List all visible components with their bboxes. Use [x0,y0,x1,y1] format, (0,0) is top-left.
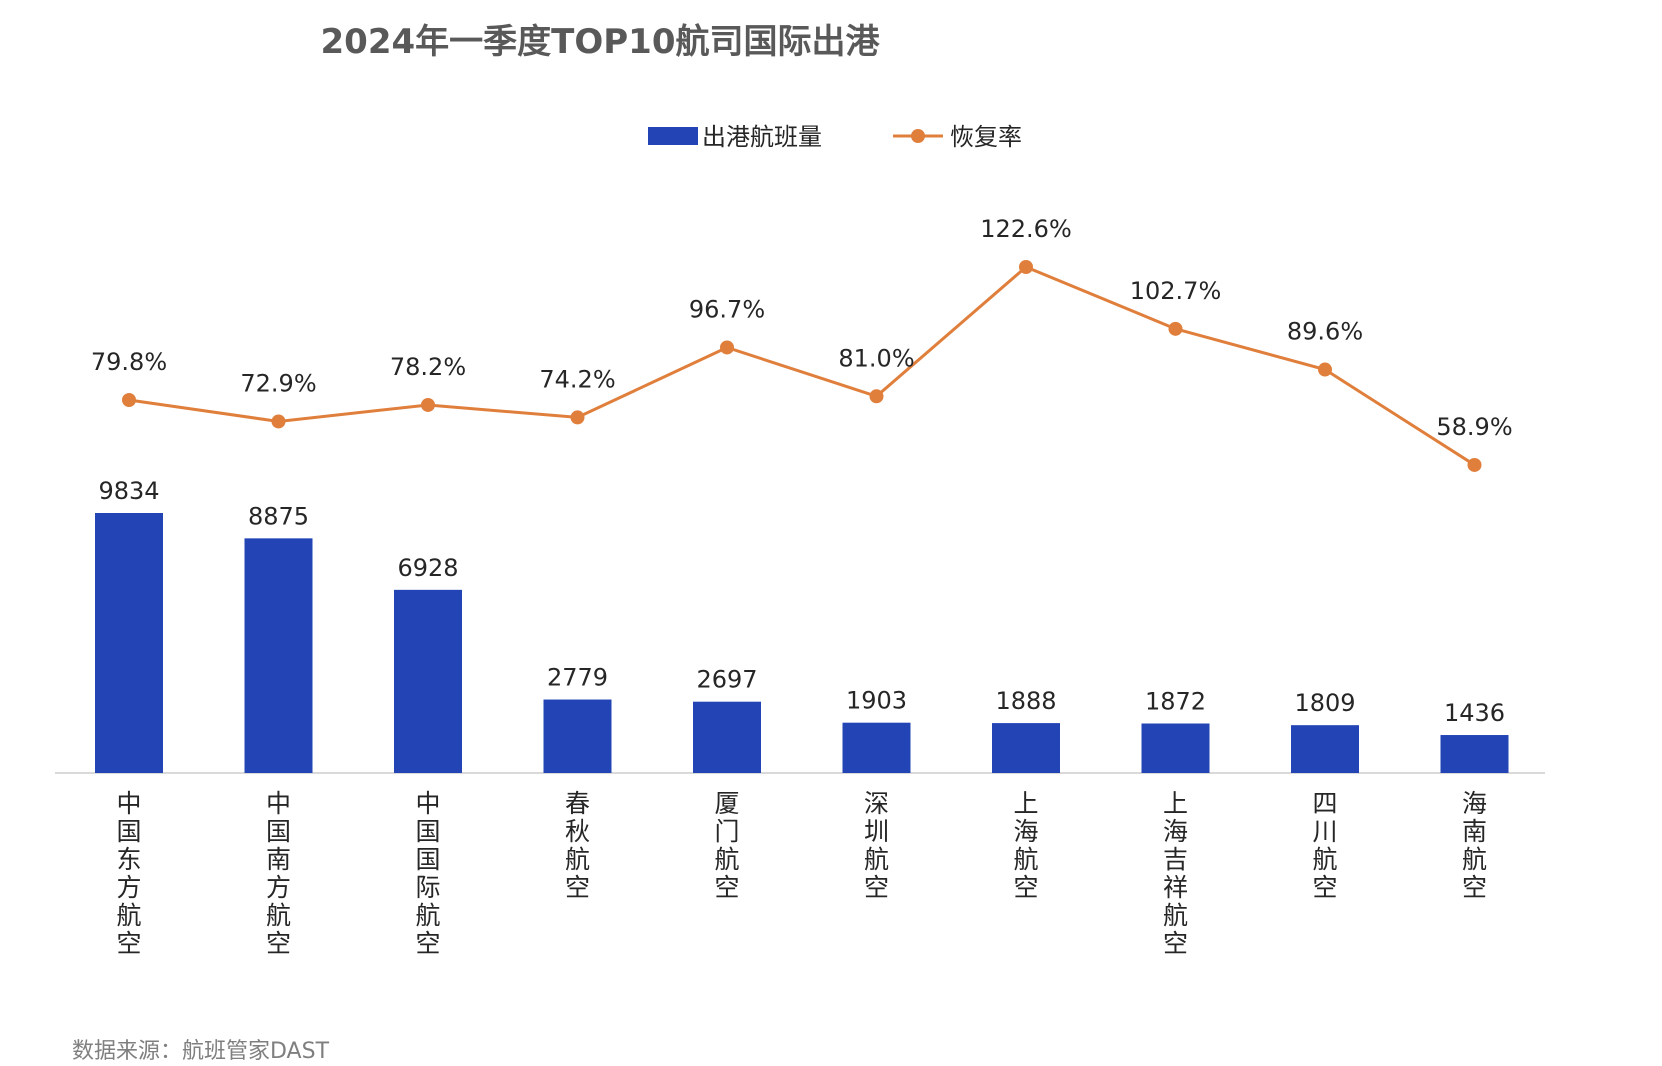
line-point [271,414,286,429]
bar [543,699,612,773]
line-point [720,340,734,355]
bar-value-label: 2779 [547,664,608,692]
bar [244,538,313,773]
source-note: 数据来源：航班管家DAST [72,1039,330,1064]
legend-swatch-marker [911,129,925,143]
bar-value-label: 9834 [98,477,159,505]
bar-value-label: 2697 [696,666,757,694]
x-tick-label: 厦门航空 [714,789,739,902]
line-value-label: 96.7% [689,295,765,323]
plot-area: 9834 8875 6928 2779 2697 1903 1888 1872 1809 1436… [55,215,1545,958]
line-point [869,389,884,404]
x-tick-label: 春秋航空 [565,789,590,902]
line-point [1019,260,1033,274]
x-tick-label: 中国南方航空 [266,789,291,958]
x-tick-label: 中国国际航空 [415,789,440,958]
line-value-label: 102.7% [1130,277,1222,305]
bar-value-label: 6928 [397,554,458,582]
line-point [1467,457,1482,472]
line-value-label: 79.8% [91,348,167,376]
line-value-label: 72.9% [240,369,316,397]
bar [95,513,163,773]
legend: 出港航班量 恢复率 [648,123,1022,151]
x-tick-label: 四川航空 [1312,789,1337,902]
line-point [1168,321,1183,336]
bar [394,589,462,773]
x-tick-label: 上海航空 [1013,789,1038,902]
line-value-label: 89.6% [1287,318,1363,346]
bar [842,722,911,773]
line-value-label: 78.2% [390,353,466,381]
bar [1291,725,1359,773]
line-point [570,410,585,425]
x-tick-label: 深圳航空 [864,789,889,902]
bar-value-label: 1888 [995,687,1056,715]
line-series-path [128,265,1476,467]
bar-value-label: 1809 [1294,689,1355,717]
line-value-label: 122.6% [980,215,1072,243]
bar [992,723,1060,773]
line-point [122,393,136,407]
bar-value-label: 8875 [248,502,309,530]
line-value-label: 58.9% [1436,413,1512,441]
line-value-label: 81.0% [838,344,914,372]
line-point [421,397,435,412]
x-tick-label: 海南航空 [1462,789,1487,902]
bar [693,701,761,773]
bar-value-label: 1436 [1444,699,1505,727]
x-tick-label: 上海吉祥航空 [1163,789,1188,958]
legend-label-line: 恢复率 [950,123,1022,151]
line-point [1318,362,1332,377]
legend-swatch-bars [648,127,698,145]
bar [1440,735,1509,773]
bar-value-label: 1872 [1145,688,1206,716]
bar [1141,723,1210,773]
legend-label-bars: 出港航班量 [702,123,822,151]
line-value-label: 74.2% [539,365,615,393]
bar-value-label: 1903 [846,687,907,715]
x-tick-label: 中国东方航空 [116,789,141,958]
chart-title: 2024年一季度TOP10航司国际出港 [321,22,881,62]
